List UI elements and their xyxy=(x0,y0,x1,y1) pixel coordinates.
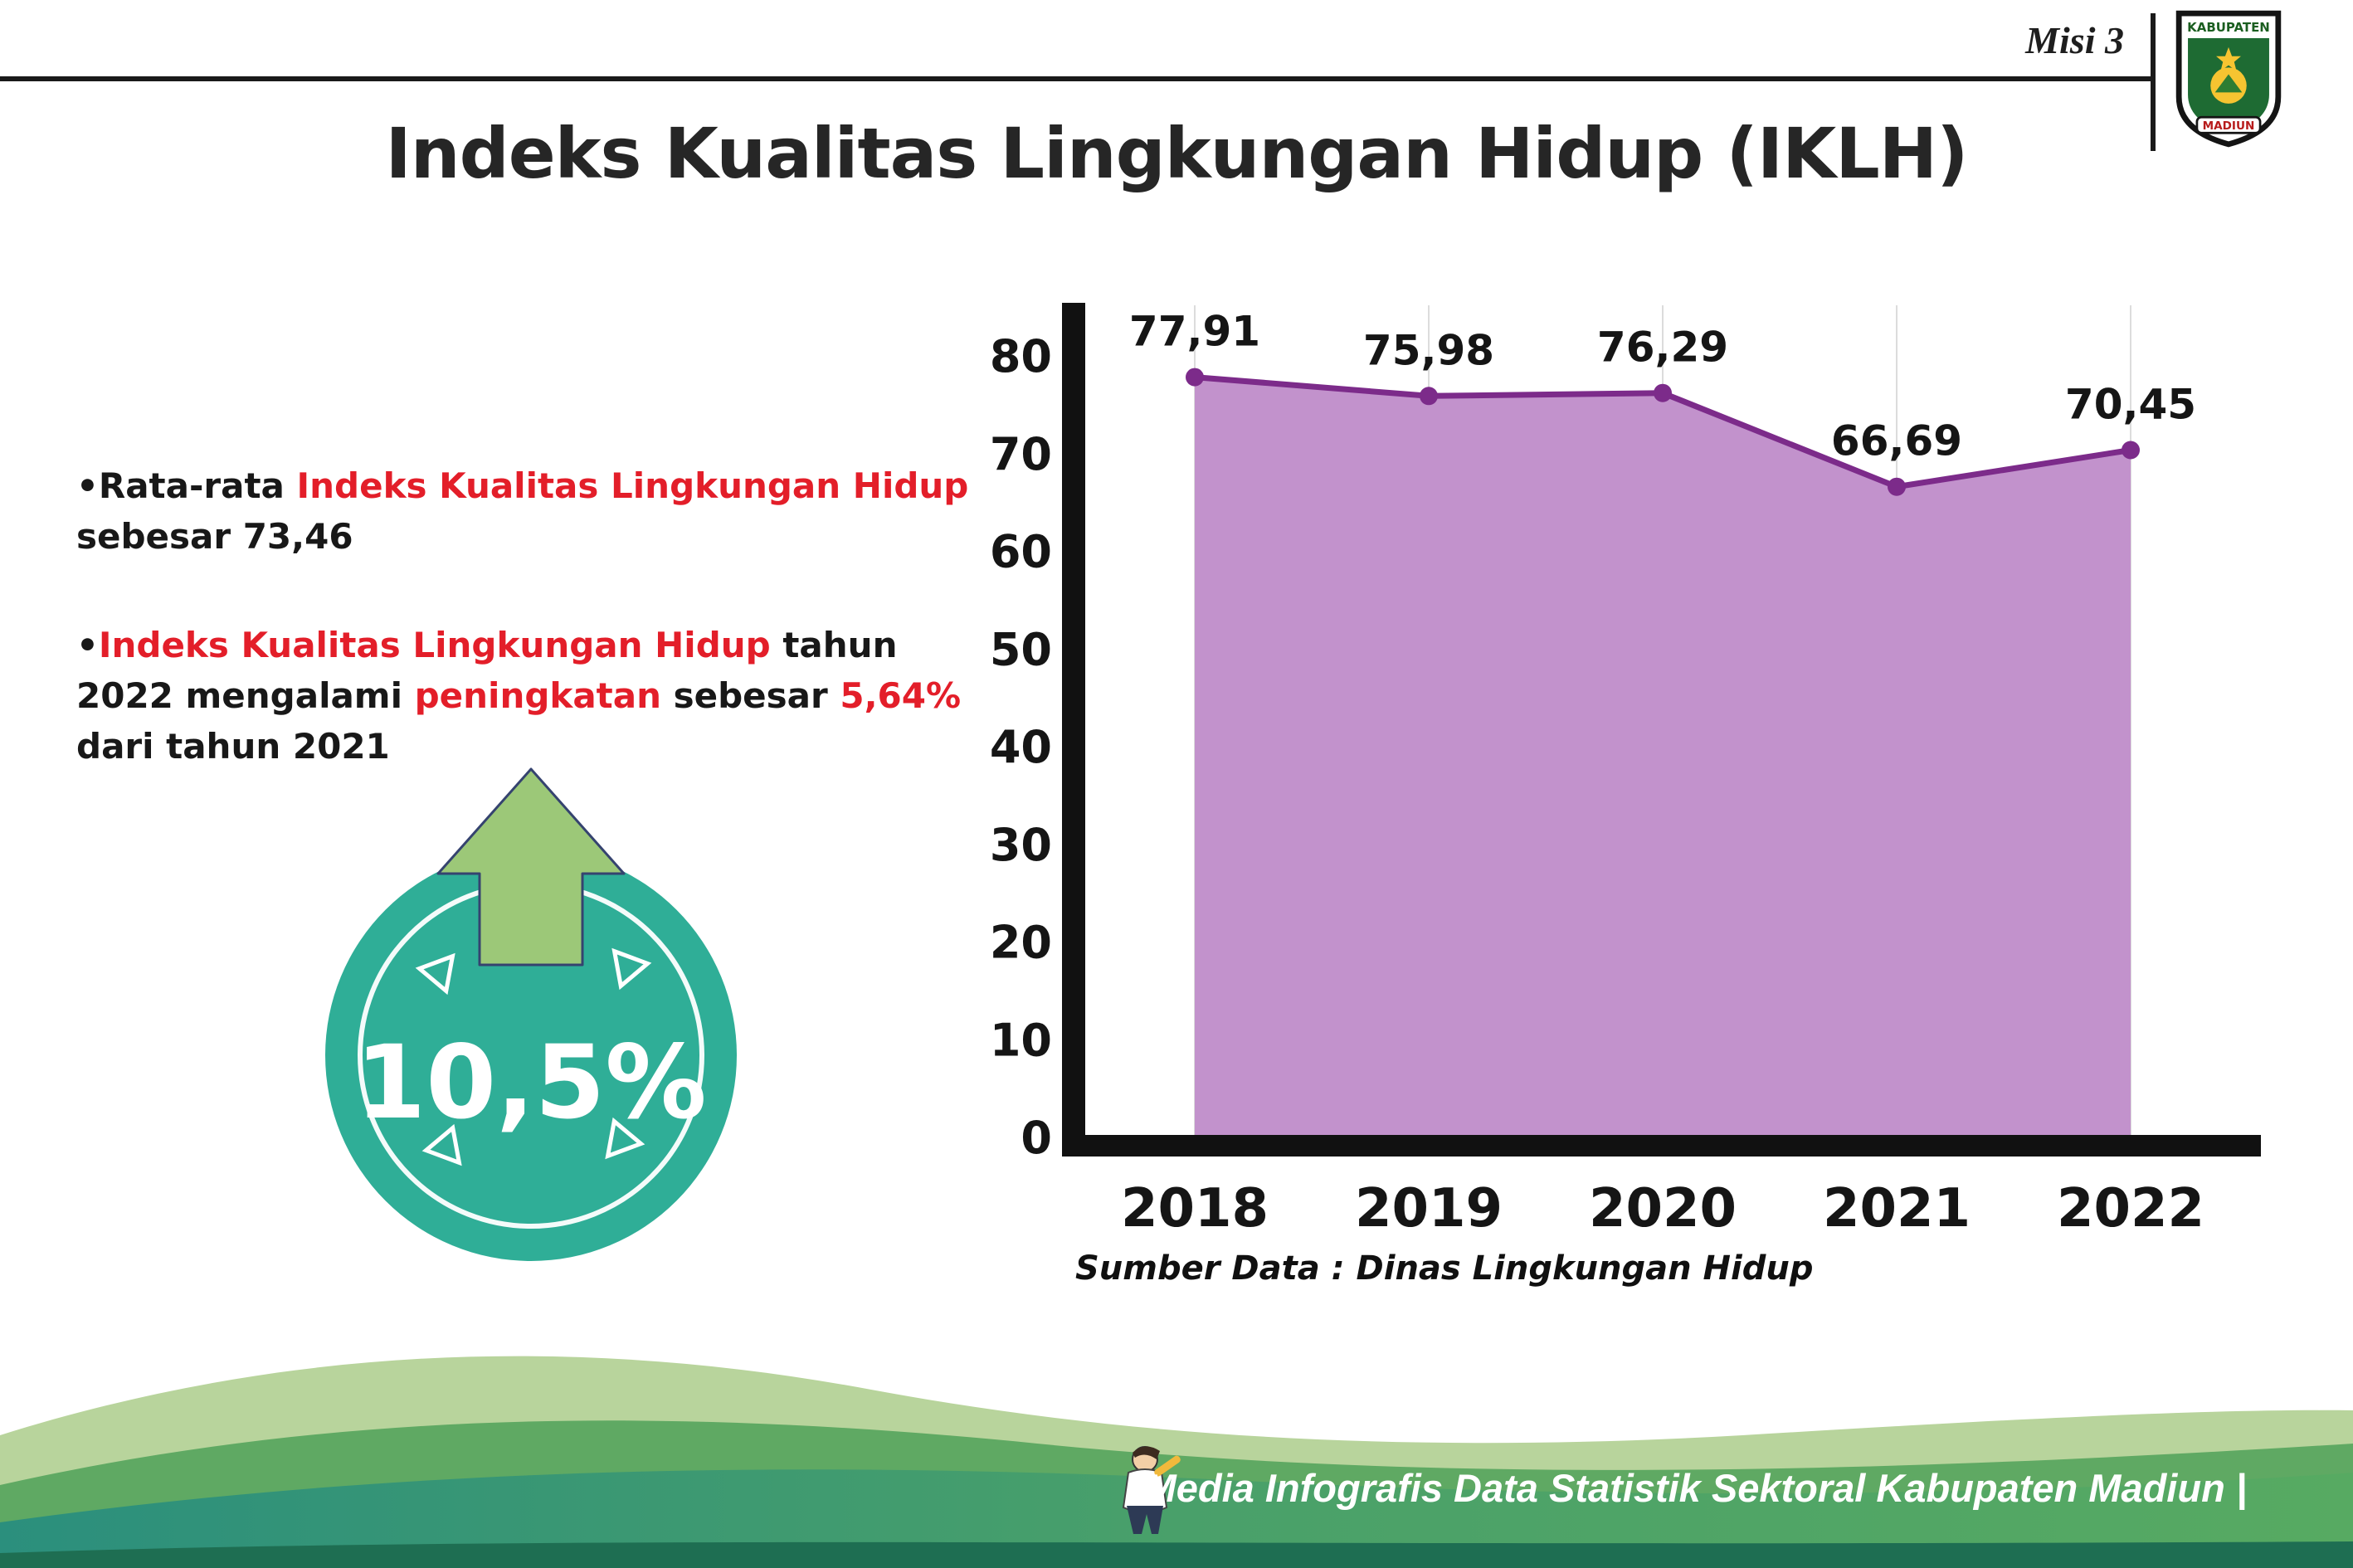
y-tick-label: 20 xyxy=(990,917,1052,969)
bullet-marker: • xyxy=(76,465,99,506)
data-label: 66,69 xyxy=(1831,417,1962,465)
area-chart: 77,91 75,98 76,29 66,69 70,45 0 10 20 30 40 50 60 70… xyxy=(990,303,2261,1239)
bullet2-text2: sebesar xyxy=(661,674,840,716)
bullet2-highlight2: peningkatan xyxy=(414,674,661,716)
bullet2-text3: dari tahun 2021 xyxy=(76,725,390,767)
summary-bullets: •Rata-rata Indeks Kualitas Lingkungan Hi… xyxy=(76,461,1006,772)
wave-dark xyxy=(0,1541,2353,1568)
data-point xyxy=(1654,383,1672,402)
y-tick-label: 50 xyxy=(990,623,1052,675)
iklh-chart: 77,91 75,98 76,29 66,69 70,45 0 10 20 30 40 50 60 70… xyxy=(979,299,2290,1253)
triangle-icon xyxy=(421,1123,462,1166)
data-point xyxy=(1420,387,1438,406)
data-point xyxy=(1888,477,1906,496)
bullet2-highlight1: Indeks Kualitas Lingkungan Hidup xyxy=(98,624,771,665)
logo-mountain-icon xyxy=(2214,74,2243,93)
page-title: Indeks Kualitas Lingkungan Hidup (IKLH) xyxy=(385,113,1969,194)
bullet2-text1: tahun 2022 mengalami xyxy=(76,624,898,716)
logo-bottom-text: MADIUN xyxy=(2203,119,2255,133)
logo-frame-line xyxy=(2151,13,2156,151)
badge-value: 10,5% xyxy=(355,1024,706,1142)
logo-star-icon xyxy=(2216,46,2241,71)
source-note: Sumber Data : Dinas Lingkungan Hidup xyxy=(1075,1249,1814,1288)
bullet1-text: Rata-rata xyxy=(98,465,297,506)
triangle-icon xyxy=(415,952,455,996)
data-label: 70,45 xyxy=(2065,381,2196,429)
footer-credit: Media Infografis Data Statistik Sektoral… xyxy=(1143,1466,2247,1510)
triangle-icon xyxy=(605,1117,645,1160)
misi-label: Misi 3 xyxy=(2025,19,2124,61)
data-label: 76,29 xyxy=(1597,324,1728,372)
data-point xyxy=(1186,368,1204,387)
x-axis-label: 2021 xyxy=(1823,1178,1971,1239)
increase-badge: 10,5% xyxy=(325,767,737,1261)
y-tick-label: 0 xyxy=(1021,1112,1052,1164)
x-axis xyxy=(1062,1135,2261,1157)
triangle-icon xyxy=(611,947,652,991)
logo-top-text: KABUPATEN xyxy=(2187,20,2270,35)
logo-banner xyxy=(2195,115,2262,134)
bullet2-highlight3: 5,64% xyxy=(840,674,962,716)
mascot-legs xyxy=(1127,1506,1163,1534)
y-tick-label: 10 xyxy=(990,1014,1052,1066)
bullet1-highlight: Indeks Kualitas Lingkungan Hidup xyxy=(296,465,969,506)
y-tick-label: 30 xyxy=(990,819,1052,871)
data-label: 77,91 xyxy=(1129,308,1260,356)
header-rule xyxy=(0,76,2154,81)
data-point xyxy=(2122,441,2140,460)
x-axis-label: 2020 xyxy=(1589,1178,1737,1239)
y-tick-label: 40 xyxy=(990,721,1052,773)
x-axis-label: 2018 xyxy=(1121,1178,1269,1239)
area-fill xyxy=(1195,377,2131,1139)
y-tick-label: 60 xyxy=(990,526,1052,578)
up-arrow-icon xyxy=(436,767,626,967)
data-label: 75,98 xyxy=(1363,326,1494,374)
badge-tick-triangles xyxy=(415,947,652,1166)
bullet-increase-2022: •Indeks Kualitas Lingkungan Hidup tahun … xyxy=(76,621,1006,772)
x-axis-label: 2022 xyxy=(2057,1178,2204,1239)
kabupaten-madiun-logo: KABUPATEN MADIUN xyxy=(2175,10,2282,148)
mascot-icon xyxy=(1122,1446,1181,1534)
mascot-hair xyxy=(1133,1446,1160,1459)
bullet-average-iklh: •Rata-rata Indeks Kualitas Lingkungan Hi… xyxy=(76,461,1006,562)
y-tick-label: 70 xyxy=(990,428,1052,480)
y-tick-label: 80 xyxy=(990,330,1052,382)
mascot-pencil xyxy=(1154,1455,1181,1477)
y-axis xyxy=(1062,303,1085,1157)
x-axis-label: 2019 xyxy=(1355,1178,1503,1239)
badge-circle xyxy=(325,850,737,1261)
bullet-marker: • xyxy=(76,624,99,665)
bullet1-text2: sebesar 73,46 xyxy=(76,515,353,557)
